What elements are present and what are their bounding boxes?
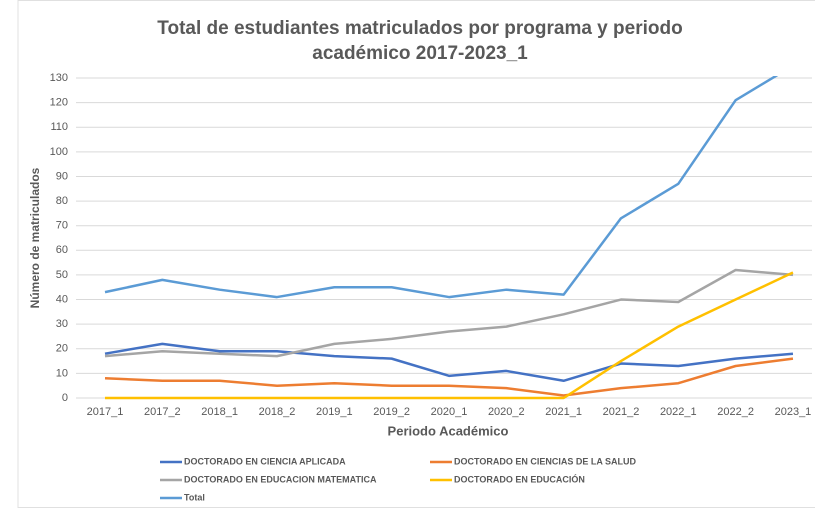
y-tick-label: 30 — [56, 318, 68, 330]
series-line — [104, 76, 779, 299]
x-tick-label: 2020_2 — [488, 406, 525, 418]
y-tick-label: 90 — [56, 170, 68, 182]
legend-label: DOCTORADO EN EDUCACIÓN — [454, 473, 585, 484]
y-tick-label: 130 — [50, 72, 68, 84]
legend-label: DOCTORADO EN CIENCIA APLICADA — [184, 456, 346, 466]
y-tick-label: 70 — [56, 220, 68, 232]
x-tick-label: 2017_2 — [144, 406, 181, 418]
legend-label: DOCTORADO EN EDUCACION MATEMATICA — [184, 474, 377, 484]
series-line — [104, 357, 794, 397]
y-tick-label: 120 — [50, 97, 68, 109]
y-tick-label: 0 — [62, 392, 68, 404]
x-tick-label: 2018_1 — [201, 406, 238, 418]
y-tick-label: 100 — [50, 146, 68, 158]
x-tick-label: 2018_2 — [259, 406, 296, 418]
x-tick-label: 2019_2 — [373, 406, 410, 418]
y-tick-label: 20 — [56, 343, 68, 355]
chart-title: Total de estudiantes matriculados por pr… — [157, 18, 683, 64]
y-tick-label: 50 — [56, 269, 68, 281]
legend-label: Total — [184, 492, 205, 502]
y-tick-label: 60 — [56, 244, 68, 256]
legend-label: DOCTORADO EN CIENCIAS DE LA SALUD — [454, 456, 637, 466]
y-tick-label: 40 — [56, 293, 68, 305]
y-tick-label: 80 — [56, 195, 68, 207]
x-axis-label: Periodo Académico — [388, 423, 509, 438]
x-tick-label: 2022_2 — [717, 406, 754, 418]
series-line — [105, 271, 794, 400]
y-tick-label: 110 — [50, 121, 68, 133]
x-tick-label: 2021_2 — [603, 406, 640, 418]
x-tick-label: 2022_1 — [660, 406, 697, 418]
x-tick-label: 2020_1 — [431, 406, 468, 418]
y-tick-label: 10 — [56, 367, 68, 379]
series-line — [104, 342, 794, 383]
y-axis-label: Número de matriculados — [28, 167, 42, 308]
series-line — [104, 268, 794, 358]
x-tick-label: 2017_1 — [87, 406, 124, 418]
x-tick-label: 2023_1 — [775, 406, 812, 418]
x-tick-label: 2019_1 — [316, 406, 353, 418]
x-tick-label: 2021_1 — [545, 406, 582, 418]
